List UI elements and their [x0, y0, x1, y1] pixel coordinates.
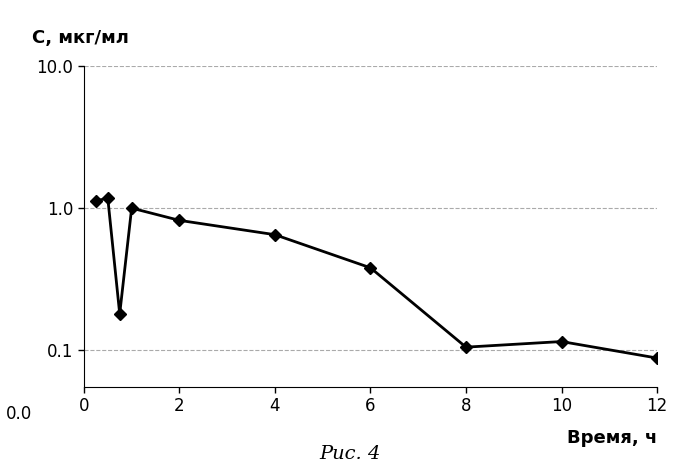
Text: С, мкг/мл: С, мкг/мл — [32, 29, 129, 47]
Text: Время, ч: Время, ч — [567, 429, 657, 447]
Text: 0.0: 0.0 — [6, 405, 32, 423]
Text: Рис. 4: Рис. 4 — [319, 445, 380, 463]
